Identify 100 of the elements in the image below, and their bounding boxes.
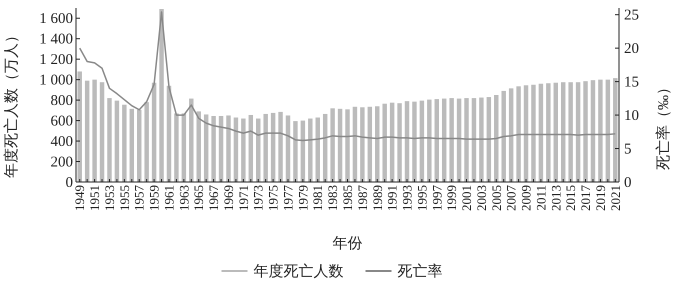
x-tick-label: 1971: [236, 185, 251, 211]
x-tick-label: 2015: [563, 185, 578, 211]
bar: [420, 100, 424, 182]
y2-tick-label: 25: [624, 8, 639, 24]
bar: [360, 107, 365, 182]
x-tick-label: 1967: [206, 184, 222, 211]
bar: [472, 98, 476, 182]
x-tick-label: 1969: [220, 185, 236, 211]
bar: [554, 82, 558, 182]
x-tick-label: 1975: [266, 185, 281, 211]
y-tick-label: 1 400: [39, 32, 73, 48]
bar: [508, 88, 514, 182]
bar: [375, 106, 380, 182]
bar: [92, 80, 97, 182]
bar: [166, 86, 172, 182]
x-tick-label: 2017: [578, 184, 594, 211]
x-tick-label: 1981: [310, 185, 326, 211]
bar: [263, 114, 268, 182]
bar: [218, 116, 224, 182]
y2-tick-label: 5: [624, 142, 632, 158]
bar: [316, 118, 320, 182]
y2-tick-label: 10: [624, 108, 639, 124]
bar: [412, 102, 417, 182]
bar: [583, 81, 588, 182]
y2-axis-title: 死亡率（‰）: [655, 80, 672, 170]
y2-tick-label: 0: [624, 175, 632, 191]
bar: [182, 113, 186, 182]
x-tick-label: 2003: [474, 185, 489, 211]
bar: [546, 83, 551, 182]
y2-tick-label: 15: [624, 74, 639, 91]
bar: [427, 100, 432, 182]
x-tick-label: 1951: [87, 185, 102, 211]
bar: [516, 86, 521, 182]
x-tick-label: 1973: [250, 185, 266, 211]
x-tick-label: 1959: [146, 185, 162, 211]
bar: [590, 80, 596, 182]
bar: [368, 106, 372, 182]
x-tick-label: 1987: [354, 184, 370, 211]
bar: [122, 104, 127, 182]
y-tick-label: 1 000: [39, 72, 73, 89]
bar: [456, 98, 462, 182]
x-tick-label: 1979: [295, 185, 310, 211]
x-axis-title: 年份: [332, 235, 362, 252]
bar: [560, 82, 566, 182]
bar: [397, 103, 402, 182]
x-tick-label: 1997: [429, 184, 444, 211]
x-tick-label: 2001: [459, 185, 474, 211]
y-axis-title: 年度死亡人数（万人）: [3, 28, 20, 178]
x-tick-label: 2005: [488, 185, 504, 211]
bar: [256, 118, 260, 182]
bar: [248, 114, 254, 182]
x-tick-label: 1999: [444, 185, 460, 211]
bar: [606, 80, 610, 182]
x-tick-label: 1985: [340, 185, 355, 211]
bar: [241, 118, 246, 182]
bar: [196, 111, 201, 182]
legend-label: 死亡率: [398, 263, 442, 280]
y-tick-label: 200: [50, 154, 73, 171]
x-tick-label: 2013: [548, 185, 564, 211]
bar: [390, 102, 394, 182]
bar: [382, 104, 387, 182]
bar: [114, 100, 120, 182]
bar: [211, 116, 216, 182]
x-tick-label: 1993: [400, 185, 415, 211]
bar: [434, 99, 439, 182]
y-tick-label: 1 200: [39, 52, 73, 68]
y-tick-label: 0: [66, 175, 73, 191]
bar: [322, 114, 328, 182]
x-tick-label: 1995: [414, 185, 430, 211]
x-tick-label: 1977: [280, 184, 296, 211]
bar: [576, 82, 580, 182]
bar: [204, 114, 208, 182]
bar: [479, 98, 484, 182]
y-tick-label: 600: [50, 114, 73, 130]
x-tick-label: 1983: [325, 185, 340, 211]
bar: [568, 82, 573, 182]
bar: [130, 108, 134, 182]
x-tick-label: 2019: [592, 185, 608, 211]
x-tick-label: 1963: [176, 185, 192, 211]
x-tick-label: 1957: [132, 184, 147, 211]
y2-tick-label: 20: [624, 41, 639, 58]
bar: [330, 108, 335, 182]
y-tick-label: 400: [50, 134, 73, 150]
bar: [598, 80, 603, 182]
x-tick-label: 2007: [504, 184, 519, 211]
bar: [189, 98, 194, 182]
x-tick-label: 2011: [533, 185, 548, 211]
x-tick-label: 2021: [608, 185, 623, 211]
bar: [501, 90, 506, 182]
x-tick-label: 1953: [102, 185, 117, 211]
bar: [494, 95, 498, 182]
bar: [152, 82, 156, 182]
x-tick-label: 2009: [518, 185, 534, 211]
x-tick-label: 1989: [370, 185, 385, 211]
bar: [524, 85, 528, 182]
bar: [486, 97, 492, 182]
bar: [449, 98, 454, 182]
bar: [308, 118, 313, 182]
bar: [338, 108, 342, 182]
bar: [100, 82, 104, 182]
